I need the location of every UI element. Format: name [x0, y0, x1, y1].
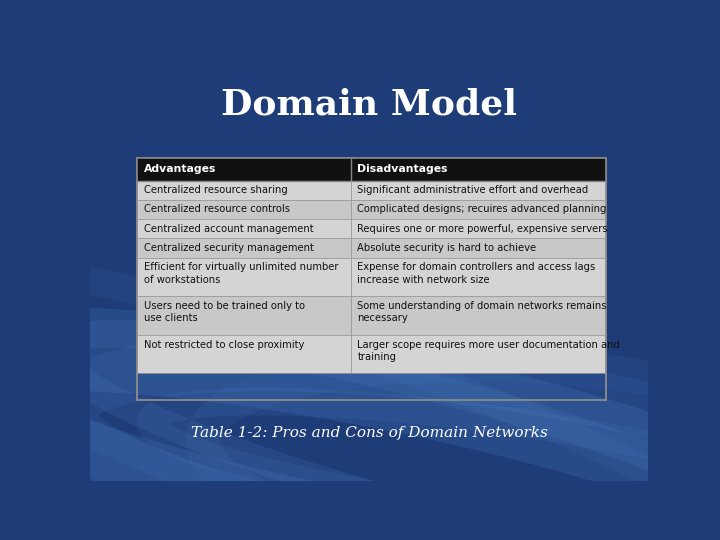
Bar: [138, 200, 606, 219]
Bar: [138, 335, 606, 374]
Text: Significant administrative effort and overhead: Significant administrative effort and ov…: [357, 185, 589, 195]
Text: Requires one or more powerful, expensive servers: Requires one or more powerful, expensive…: [357, 224, 608, 234]
Text: Not restricted to close proximity: Not restricted to close proximity: [144, 340, 305, 349]
Bar: [138, 296, 606, 335]
Text: Centralized security management: Centralized security management: [144, 243, 314, 253]
Text: Absolute security is hard to achieve: Absolute security is hard to achieve: [357, 243, 536, 253]
Text: Centralized resource sharing: Centralized resource sharing: [144, 185, 288, 195]
Text: Domain Model: Domain Model: [221, 87, 517, 122]
Bar: [138, 158, 606, 400]
Text: Efficient for virtually unlimited number
of workstations: Efficient for virtually unlimited number…: [144, 262, 338, 285]
Bar: [138, 258, 606, 296]
Text: Larger scope requires more user documentation and
training: Larger scope requires more user document…: [357, 340, 620, 362]
Bar: [138, 219, 606, 239]
Text: Advantages: Advantages: [144, 165, 217, 174]
Text: Table 1-2: Pros and Cons of Domain Networks: Table 1-2: Pros and Cons of Domain Netwo…: [191, 426, 547, 440]
Text: Some understanding of domain networks remains
necessary: Some understanding of domain networks re…: [357, 301, 607, 323]
Text: Expense for domain controllers and access lags
increase with network size: Expense for domain controllers and acces…: [357, 262, 595, 285]
Text: Complicated designs; recuires advanced planning: Complicated designs; recuires advanced p…: [357, 205, 607, 214]
Bar: [138, 239, 606, 258]
Bar: [138, 180, 606, 200]
Text: Users need to be trained only to
use clients: Users need to be trained only to use cli…: [144, 301, 305, 323]
Text: Centralized resource controls: Centralized resource controls: [144, 205, 290, 214]
Bar: [138, 158, 606, 400]
Text: Centralized account management: Centralized account management: [144, 224, 314, 234]
Bar: [138, 158, 606, 180]
Text: Disadvantages: Disadvantages: [357, 165, 448, 174]
